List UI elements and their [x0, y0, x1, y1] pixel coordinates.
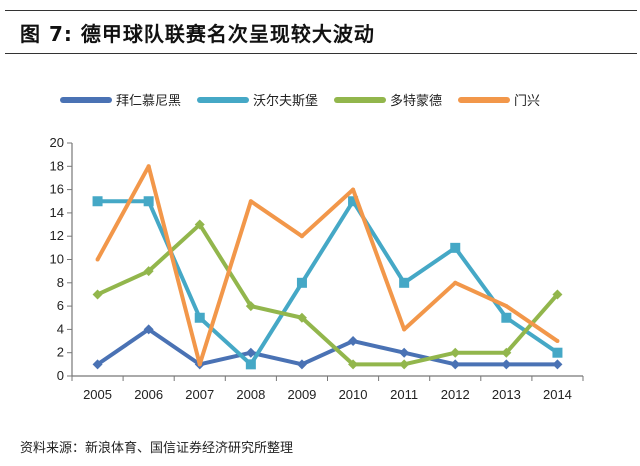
x-tick-label: 2008	[236, 387, 265, 402]
y-tick-label: 12	[50, 228, 64, 243]
data-point	[296, 312, 307, 323]
x-tick-label: 2007	[185, 387, 214, 402]
x-tick-label: 2005	[83, 387, 112, 402]
y-tick-label: 16	[50, 182, 64, 197]
x-tick-label: 2011	[390, 387, 418, 402]
data-point	[348, 359, 359, 370]
data-point	[402, 327, 407, 332]
legend-item: 沃尔夫斯堡	[197, 90, 318, 109]
data-point	[351, 187, 356, 192]
data-point	[552, 347, 563, 358]
y-tick-label: 6	[57, 298, 64, 313]
data-point	[504, 304, 509, 309]
legend-item: 多特蒙德	[334, 90, 442, 109]
legend-swatch	[60, 96, 112, 103]
legend-item: 门兴	[458, 90, 540, 109]
legend-item: 拜仁慕尼黑	[60, 90, 181, 109]
data-point	[501, 359, 512, 370]
data-point	[552, 359, 563, 370]
data-point	[143, 266, 154, 277]
y-tick-label: 0	[57, 368, 64, 383]
figure-title: 图 7: 德甲球队联赛名次呈现较大波动	[20, 22, 375, 46]
data-point	[143, 324, 154, 335]
legend-label: 多特蒙德	[390, 94, 443, 109]
data-point	[95, 257, 100, 262]
data-point	[194, 312, 205, 323]
x-tick-label: 2012	[441, 387, 470, 402]
data-point	[245, 359, 256, 370]
data-point	[348, 336, 359, 347]
title-rule	[5, 53, 637, 54]
data-point	[450, 359, 461, 370]
data-point	[501, 312, 512, 323]
x-tick-label: 2013	[492, 387, 521, 402]
data-point	[453, 280, 458, 285]
data-point	[146, 164, 151, 169]
data-point	[450, 242, 461, 253]
data-point	[92, 289, 103, 300]
data-point	[92, 359, 103, 370]
data-point	[143, 196, 154, 207]
legend-swatch	[458, 96, 511, 103]
data-point	[299, 234, 304, 239]
data-point	[399, 359, 410, 370]
series-line	[95, 164, 559, 367]
x-tick-label: 2014	[543, 387, 572, 402]
data-point	[348, 196, 359, 207]
data-point	[555, 339, 560, 344]
legend-label: 拜仁慕尼黑	[116, 94, 182, 109]
data-point	[399, 277, 410, 288]
data-point	[245, 347, 256, 358]
data-point	[194, 219, 205, 230]
data-point	[245, 301, 256, 312]
legend-swatch	[334, 96, 387, 103]
data-point	[450, 347, 461, 358]
source-note: 资料来源：新浪体育、国信证券经济研究所整理	[20, 441, 294, 456]
y-tick-label: 8	[57, 275, 64, 290]
y-tick-label: 20	[50, 135, 64, 150]
series-line	[96, 327, 558, 367]
x-tick-label: 2009	[287, 387, 316, 402]
legend-label: 门兴	[514, 94, 541, 109]
x-tick-label: 2006	[134, 387, 163, 402]
data-point	[92, 196, 103, 207]
data-point	[501, 347, 512, 358]
data-point	[296, 277, 307, 288]
y-tick-label: 10	[50, 252, 64, 267]
legend-label: 沃尔夫斯堡	[253, 94, 319, 109]
x-tick-label: 2010	[339, 387, 368, 402]
y-tick-label: 2	[57, 345, 64, 360]
data-point	[296, 359, 307, 370]
y-tick-label: 18	[50, 158, 64, 173]
legend: 拜仁慕尼黑 沃尔夫斯堡 多特蒙德 门兴	[60, 90, 540, 109]
top-rule	[5, 10, 637, 11]
data-point	[197, 362, 202, 367]
data-point	[399, 347, 410, 358]
series-line	[96, 222, 559, 367]
y-tick-label: 4	[57, 321, 64, 336]
legend-swatch	[197, 96, 250, 103]
data-point	[552, 289, 563, 300]
y-tick-label: 14	[50, 205, 64, 220]
data-point	[248, 199, 253, 204]
